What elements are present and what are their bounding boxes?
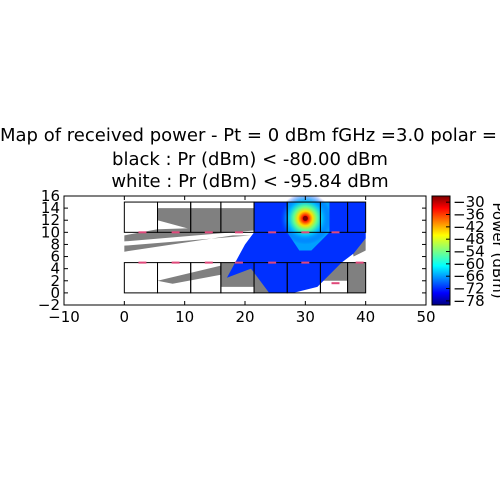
colorbar-tick-label-6: −66 <box>453 267 485 285</box>
y-tick-label-7: 12 <box>41 211 60 229</box>
colorbar-tick-label-4: −54 <box>453 243 485 261</box>
chart-title-line-3: white : Pr (dBm) < -95.84 dBm <box>111 171 389 192</box>
y-tick-label-4: 6 <box>50 248 60 266</box>
x-tick-label-5: 40 <box>356 308 375 326</box>
colorbar-tick-label-5: −60 <box>453 255 485 273</box>
x-tick-label-0: −10 <box>48 308 80 326</box>
colorbar-tick-label-2: −42 <box>453 218 485 236</box>
y-tick-label-2: 2 <box>50 272 60 290</box>
y-tick-label-5: 8 <box>50 235 60 253</box>
shadow-region-6 <box>347 262 366 293</box>
colorbar-tick-label-0: −30 <box>453 193 485 211</box>
x-tick-label-6: 50 <box>416 308 435 326</box>
transmitter-marker <box>302 215 308 221</box>
chart-title-line-2: black : Pr (dBm) < -80.00 dBm <box>112 149 388 170</box>
room-wall-7 <box>347 201 367 233</box>
colorbar-label: Power (dBm) <box>489 202 500 298</box>
y-tick-label-0: −2 <box>38 296 60 314</box>
shadow-region-8 <box>157 265 221 284</box>
y-tick-label-9: 16 <box>41 187 60 205</box>
colorbar-tick-label-1: −36 <box>453 206 485 224</box>
shadow-region-1 <box>124 226 255 242</box>
x-tick-label-3: 20 <box>235 308 254 326</box>
colorbar-tick-label-3: −48 <box>453 230 485 248</box>
x-tick-label-2: 10 <box>175 308 194 326</box>
colorbar <box>431 195 451 306</box>
x-tick-label-1: 0 <box>120 308 130 326</box>
chart-title-line-1: Map of received power - Pt = 0 dBm fGHz … <box>0 125 500 146</box>
coverage-field <box>226 202 366 293</box>
y-tick-label-6: 10 <box>41 223 60 241</box>
x-tick-label-4: 30 <box>296 308 315 326</box>
colorbar-tick-label-8: −78 <box>453 292 485 310</box>
shadow-region-0 <box>157 208 255 230</box>
colorbar-tick-label-7: −72 <box>453 280 485 298</box>
y-tick-label-8: 14 <box>41 199 60 217</box>
y-tick-label-3: 4 <box>50 260 60 278</box>
y-tick-label-1: 0 <box>50 284 60 302</box>
